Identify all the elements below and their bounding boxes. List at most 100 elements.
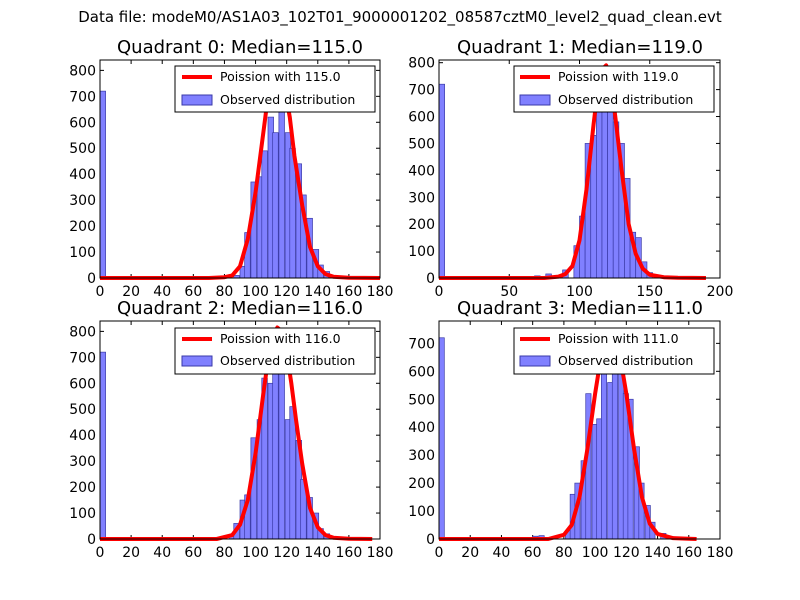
x-tick-label: 180 <box>367 284 394 300</box>
axis-ticks-q1: 0 50 100 150 200 0 100 200 300 400 500 600 700 800 <box>408 56 733 300</box>
plot-area-frame-q3 <box>438 320 721 540</box>
x-tick-label: 200 <box>707 284 734 300</box>
x-tick-label: 160 <box>336 284 363 300</box>
y-tick-label: 100 <box>408 504 435 520</box>
x-tick-label: 40 <box>153 284 171 300</box>
y-tick-label: 500 <box>69 402 96 418</box>
x-tick-label: 60 <box>524 545 542 561</box>
x-tick-label: 180 <box>367 545 394 561</box>
x-tick-label: 160 <box>336 545 363 561</box>
y-tick-label: 100 <box>69 506 96 522</box>
x-tick-label: 100 <box>242 545 269 561</box>
x-tick-label: 60 <box>184 284 202 300</box>
legend-observed-swatch-q3 <box>519 355 551 367</box>
plot-area-frame-q2 <box>99 320 381 540</box>
x-tick-label: 0 <box>96 545 105 561</box>
histogram-bar <box>601 359 608 540</box>
y-tick-label: 700 <box>69 89 96 105</box>
x-tick-label: 180 <box>707 545 734 561</box>
subplot-quadrant-2: Quadrant 2: Median=116.0 0 20 40 60 80 100 120… <box>69 298 393 561</box>
poisson-curve-line <box>439 63 706 280</box>
axis-ticks-q2: 0 20 40 60 80 100 120 140 160 1800100200300400500… <box>69 321 393 561</box>
y-tick-label: 600 <box>69 376 96 392</box>
y-tick-label: 200 <box>408 217 435 233</box>
plot-area-frame-q1 <box>438 59 721 279</box>
y-tick-label: 200 <box>408 476 435 492</box>
x-tick-label: 100 <box>566 284 593 300</box>
y-tick-label: 400 <box>408 163 435 179</box>
subplot-quadrant-1: Quadrant 1: Median=119.0 0 50 100 150 200 0 10… <box>408 37 733 300</box>
y-tick-label: 200 <box>69 480 96 496</box>
legend-observed-label-q3: Observed distribution <box>558 353 693 368</box>
y-tick-label: 600 <box>408 110 435 126</box>
legend-poisson-label-q3: Poission with 111.0 <box>558 331 679 346</box>
histogram-bar <box>99 90 106 279</box>
x-tick-label: 80 <box>555 545 573 561</box>
x-tick-label: 0 <box>96 284 105 300</box>
subplot-quadrant-0: Quadrant 0: Median=115.0 0 20 40 60 80 100 120… <box>69 37 393 300</box>
histogram-bar <box>289 406 296 540</box>
y-tick-label: 400 <box>69 428 96 444</box>
y-tick-label: 300 <box>408 448 435 464</box>
poisson-curve-q1 <box>439 63 706 280</box>
histogram-bar <box>272 132 279 279</box>
x-tick-label: 40 <box>153 545 171 561</box>
legend-q2: Poission with 116.0 Observed distributio… <box>174 327 376 375</box>
x-tick-label: 100 <box>582 545 609 561</box>
legend-observed-label-q0: Observed distribution <box>220 92 355 107</box>
y-tick-label: 0 <box>87 271 96 287</box>
legend-observed-label-q2: Observed distribution <box>220 353 355 368</box>
y-tick-label: 300 <box>408 190 435 206</box>
y-tick-label: 500 <box>408 136 435 152</box>
x-tick-label: 120 <box>613 545 640 561</box>
x-tick-label: 80 <box>216 284 234 300</box>
legend-q0: Poission with 115.0 Observed distributio… <box>174 65 376 113</box>
y-tick-label: 400 <box>69 167 96 183</box>
histogram-bar <box>261 150 268 279</box>
axis-ticks-q3: 0 20 40 60 80 100 120 140 160 1800100200300400500… <box>408 321 733 561</box>
y-tick-label: 300 <box>69 193 96 209</box>
legend-q1: Poission with 119.0 Observed distributio… <box>513 65 715 113</box>
y-tick-label: 600 <box>408 364 435 380</box>
y-tick-label: 700 <box>408 83 435 99</box>
x-tick-label: 140 <box>304 545 331 561</box>
x-tick-label: 140 <box>304 284 331 300</box>
plot-area-frame-q0 <box>99 59 381 279</box>
y-tick-label: 700 <box>69 350 96 366</box>
subplot-title-q0: Quadrant 0: Median=115.0 <box>117 37 363 58</box>
histogram-bar <box>438 83 445 279</box>
legend-poisson-label-q0: Poission with 115.0 <box>220 69 341 84</box>
y-tick-label: 100 <box>408 244 435 260</box>
x-tick-label: 40 <box>493 545 511 561</box>
y-tick-label: 0 <box>87 532 96 548</box>
y-tick-label: 800 <box>408 56 435 72</box>
x-tick-label: 160 <box>675 545 702 561</box>
x-tick-label: 120 <box>273 284 300 300</box>
histogram-bar <box>596 89 603 279</box>
x-tick-label: 0 <box>435 545 444 561</box>
legend-q3: Poission with 111.0 Observed distributio… <box>513 327 715 375</box>
histogram-bar <box>278 369 285 540</box>
histogram-bar <box>278 98 285 279</box>
x-tick-label: 100 <box>242 284 269 300</box>
histogram-bars-q1 <box>438 83 665 279</box>
axis-ticks-q0: 0 20 40 60 80 100 120 140 160 1800100200300400500… <box>69 60 393 300</box>
y-tick-label: 300 <box>69 454 96 470</box>
x-tick-label: 20 <box>122 284 140 300</box>
x-tick-label: 20 <box>461 545 479 561</box>
legend-observed-swatch-q0 <box>181 94 213 106</box>
figure-suptitle: Data file: modeM0/AS1A03_102T01_90000012… <box>78 8 722 26</box>
legend-observed-label-q1: Observed distribution <box>558 92 693 107</box>
subplot-title-q2: Quadrant 2: Median=116.0 <box>117 298 363 319</box>
subplot-title-q3: Quadrant 3: Median=111.0 <box>457 298 703 319</box>
x-tick-label: 80 <box>216 545 234 561</box>
y-tick-label: 200 <box>69 219 96 235</box>
y-tick-label: 600 <box>69 115 96 131</box>
legend-observed-swatch-q2 <box>181 355 213 367</box>
y-tick-label: 800 <box>69 324 96 340</box>
x-tick-label: 60 <box>184 545 202 561</box>
y-tick-label: 0 <box>426 532 435 548</box>
legend-poisson-label-q1: Poission with 119.0 <box>558 69 679 84</box>
